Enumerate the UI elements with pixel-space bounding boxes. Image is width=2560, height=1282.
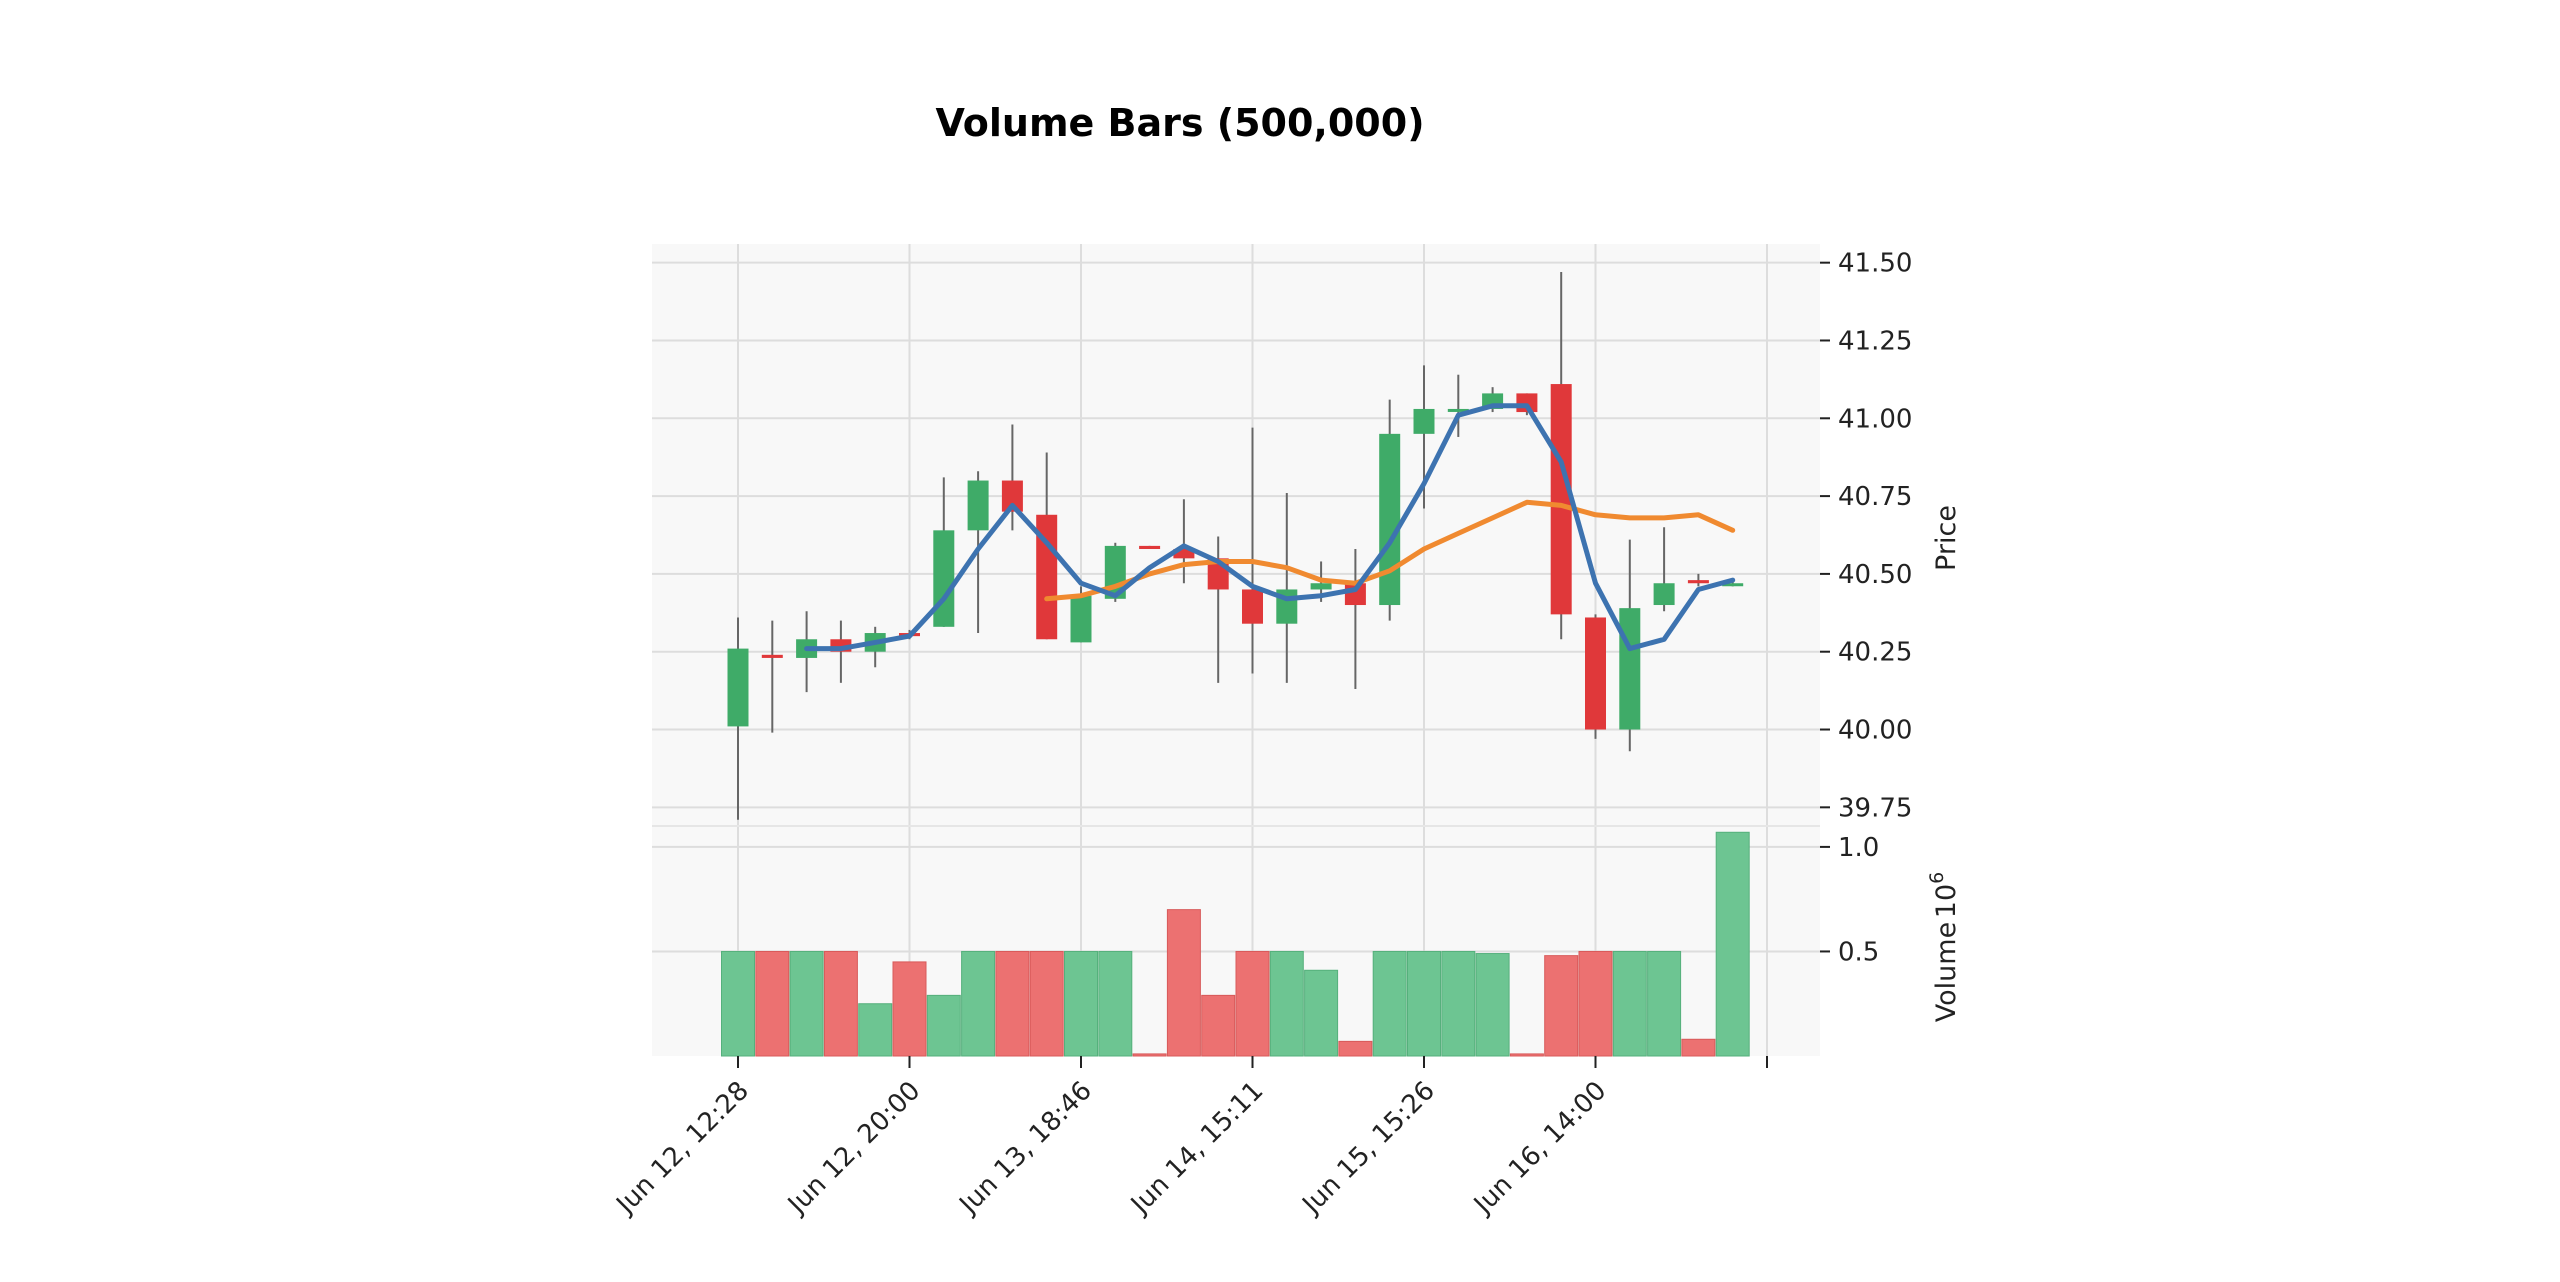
volume-tick-label: 0.5 — [1838, 937, 1879, 967]
volume-bar — [995, 950, 1030, 1057]
volume-bar — [1269, 950, 1304, 1057]
volume-axis-label: Volume — [1931, 922, 1962, 1022]
price-tick-label: 41.50 — [1838, 249, 1912, 279]
moving-averages — [804, 403, 1736, 652]
price-tick-label: 40.75 — [1838, 482, 1912, 512]
price-tick-label: 41.00 — [1838, 404, 1912, 434]
volume-bar — [1475, 953, 1510, 1057]
price-tick-label: 40.50 — [1838, 560, 1912, 590]
volume-bar — [755, 950, 790, 1057]
time-tick-label: Jun 16, 14:00 — [1467, 1076, 1612, 1221]
volume-bar — [1441, 950, 1476, 1057]
volume-bar — [1578, 950, 1613, 1057]
price-panel — [652, 244, 1820, 826]
candle-body — [1242, 589, 1263, 624]
volume-bar — [1166, 909, 1201, 1057]
candle-body — [1585, 617, 1606, 730]
volume-tick-label: 1.0 — [1838, 833, 1879, 863]
volume-bar — [1681, 1038, 1716, 1057]
ma-long-line — [1044, 499, 1736, 602]
volume-bar — [721, 950, 755, 1057]
volume-bar — [789, 950, 824, 1057]
volume-bar — [858, 1003, 893, 1057]
candle-body — [727, 648, 749, 727]
volume-axis-multiplier: 106 — [1926, 872, 1962, 918]
volume-bar — [1029, 950, 1064, 1057]
volume-bars — [721, 831, 1750, 1057]
price-tick-label: 39.75 — [1838, 793, 1912, 823]
volume-bar — [1201, 994, 1236, 1057]
volume-multiplier-base: 10 — [1931, 884, 1962, 918]
volume-bar — [926, 994, 961, 1057]
candle-body — [1619, 608, 1641, 730]
candle-body — [933, 530, 955, 627]
candle-body — [1310, 583, 1332, 590]
time-tick-label: Jun 14, 15:11 — [1124, 1076, 1269, 1221]
price-tick-label: 40.00 — [1838, 716, 1912, 746]
time-tick-label: Jun 12, 12:28 — [610, 1076, 755, 1221]
volume-bar — [961, 950, 996, 1057]
volume-bar — [1098, 950, 1133, 1057]
candle-body — [1722, 583, 1744, 587]
volume-bar — [1064, 950, 1098, 1057]
candle-body — [1413, 408, 1435, 434]
candle-body — [1070, 595, 1092, 643]
volume-bar — [1304, 969, 1339, 1057]
candle-body — [1653, 583, 1675, 606]
volume-multiplier-power: 6 — [1926, 872, 1948, 884]
candle-body — [1379, 433, 1401, 606]
candle-body — [1447, 408, 1469, 412]
volume-bar — [1338, 1040, 1373, 1057]
volume-bar — [1612, 950, 1647, 1057]
candle-body — [1687, 580, 1709, 584]
price-tick-label: 40.25 — [1838, 638, 1912, 668]
price-tick-label: 41.25 — [1838, 326, 1912, 356]
time-tick-label: Jun 13, 18:46 — [953, 1076, 1098, 1221]
volume-bar — [1407, 950, 1441, 1057]
candle-body — [967, 480, 989, 531]
price-axis-label: Price — [1931, 505, 1962, 571]
time-tick-label: Jun 12, 20:00 — [781, 1076, 926, 1221]
candle-body — [1550, 384, 1572, 615]
time-tick-label: Jun 15, 15:26 — [1296, 1076, 1441, 1221]
volume-bar — [1647, 950, 1682, 1057]
volume-bar — [1544, 955, 1579, 1057]
volume-bar — [1132, 1053, 1167, 1057]
chart-title: Volume Bars (500,000) — [935, 101, 1424, 145]
candle-body — [1001, 480, 1023, 512]
volume-bar — [823, 950, 858, 1057]
candle-body — [1139, 545, 1161, 550]
ma-short-line — [804, 403, 1736, 652]
volume-bar — [1509, 1053, 1544, 1057]
candle-body — [1173, 549, 1195, 559]
volume-bar — [892, 961, 927, 1057]
volume-bar — [1715, 831, 1750, 1057]
volume-bar — [1235, 950, 1270, 1057]
candle-body — [761, 654, 783, 658]
volume-bar — [1372, 950, 1407, 1057]
